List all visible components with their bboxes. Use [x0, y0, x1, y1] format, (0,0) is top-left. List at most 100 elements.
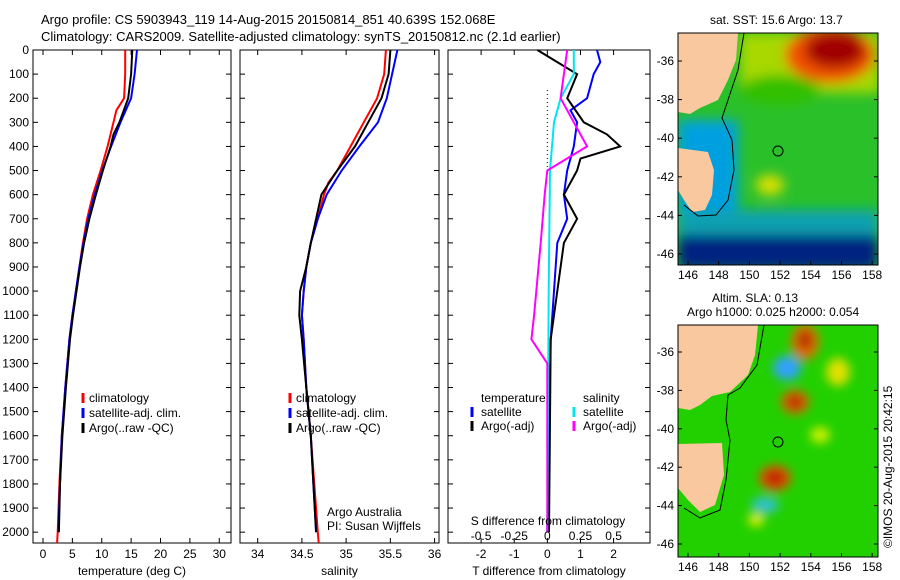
- coastline-contour: [683, 33, 745, 217]
- legend-label: satellite-adj. clim.: [89, 406, 181, 420]
- lat-tick-label: -40: [657, 131, 675, 145]
- legend-label: satellite: [481, 405, 522, 419]
- annotation: Argo Australia: [327, 505, 402, 519]
- y-tick-label: 0: [22, 43, 29, 57]
- sst-map-frame: [677, 32, 879, 266]
- y-tick-label: 100: [9, 67, 29, 81]
- x-tick-label: -2: [476, 547, 487, 561]
- lat-tick-label: -38: [657, 383, 675, 397]
- y-tick-label: 1700: [2, 453, 29, 467]
- lon-tick-label: 150: [739, 560, 759, 574]
- series-line-s-satellite: [546, 50, 575, 533]
- lon-tick-label: 152: [770, 268, 790, 282]
- lat-tick-label: -40: [657, 422, 675, 436]
- x-tick-label: 0: [544, 547, 551, 561]
- x-axis-label: temperature (deg C): [78, 564, 186, 578]
- x-tick-label: 35: [339, 547, 353, 561]
- legend-title-temperature: temperature: [481, 391, 546, 405]
- x-tick-label: 20: [154, 547, 168, 561]
- imos-credit: ©IMOS 20-Aug-2015 20:42:15: [881, 385, 895, 548]
- legend-label: satellite-adj. clim.: [296, 406, 388, 420]
- lon-tick-label: 152: [770, 560, 790, 574]
- sst-map-title: sat. SST: 15.6 Argo: 13.7: [710, 13, 843, 27]
- lon-tick-label: 146: [678, 268, 698, 282]
- title-line2: Climatology: CARS2009. Satellite-adjuste…: [41, 29, 561, 44]
- legend-title-salinity: salinity: [583, 391, 620, 405]
- y-tick-label: 300: [9, 115, 29, 129]
- sla-map-title2: Argo h1000: 0.025 h2000: 0.054: [687, 305, 860, 319]
- y-tick-label: 1100: [3, 308, 29, 322]
- lon-tick-label: 148: [709, 560, 729, 574]
- x-tick-label: 34.5: [290, 547, 314, 561]
- argo-position-marker: [772, 436, 784, 448]
- lat-tick-label: -38: [657, 93, 675, 107]
- australia-land: [678, 33, 738, 114]
- legend-label: climatology: [89, 391, 149, 405]
- lon-tick-label: 156: [831, 268, 851, 282]
- y-tick-label: 1200: [2, 332, 29, 346]
- lat-tick-label: -44: [657, 208, 675, 222]
- x-tick-label: -1: [509, 547, 520, 561]
- legend-label: Argo(-adj): [583, 419, 636, 433]
- x-tick-label: 30: [213, 547, 227, 561]
- title-line1: Argo profile: CS 5903943_119 14-Aug-2015…: [41, 12, 496, 27]
- y-tick-label: 700: [9, 212, 29, 226]
- x-axis-label: salinity: [321, 564, 358, 578]
- y-tick-label: 1900: [2, 501, 29, 515]
- x2-tick-label: -0.5: [471, 529, 492, 543]
- lon-tick-label: 148: [709, 268, 729, 282]
- sla-map-title1: Altim. SLA: 0.13: [712, 291, 799, 305]
- legend-label: Argo(..raw -QC): [296, 421, 381, 435]
- y-tick-label: 1000: [2, 284, 29, 298]
- x-tick-label: 36: [428, 547, 442, 561]
- lon-tick-label: 154: [801, 560, 821, 574]
- annotation: PI: Susan Wijffels: [327, 519, 421, 533]
- lat-tick-label: -44: [657, 499, 675, 513]
- sla-map-frame: [677, 324, 879, 558]
- y-tick-label: 1500: [2, 405, 29, 419]
- lat-tick-label: -36: [657, 54, 675, 68]
- tasmania-land: [678, 148, 714, 212]
- x-tick-label: 34: [251, 547, 265, 561]
- plot-frame-salinity: [239, 49, 440, 544]
- plot-frame-difference: [447, 49, 651, 544]
- tasmania-land: [678, 443, 724, 512]
- y-tick-label: 900: [9, 260, 29, 274]
- y-tick-label: 600: [9, 188, 29, 202]
- coastline-contour: [683, 325, 765, 519]
- legend-label: satellite: [583, 405, 624, 419]
- x2-axis-label: S difference from climatology: [471, 514, 626, 528]
- legend-label: climatology: [296, 391, 356, 405]
- lon-tick-label: 156: [831, 560, 851, 574]
- series-line-t-satellite: [546, 49, 602, 533]
- lat-tick-label: -42: [657, 170, 675, 184]
- x-tick-label: 25: [183, 547, 197, 561]
- legend-label: Argo(-adj): [481, 419, 534, 433]
- x2-tick-label: 0.25: [569, 529, 593, 543]
- lon-tick-label: 158: [862, 268, 882, 282]
- y-tick-label: 200: [9, 91, 29, 105]
- x-axis-label: T difference from climatology: [472, 564, 626, 578]
- x-tick-label: 35.5: [379, 547, 403, 561]
- y-tick-label: 1800: [2, 477, 29, 491]
- x-tick-label: 15: [124, 547, 138, 561]
- y-tick-label: 1300: [2, 356, 29, 370]
- x-tick-label: 10: [95, 547, 109, 561]
- y-tick-label: 500: [9, 164, 29, 178]
- y-tick-label: 400: [9, 139, 29, 153]
- lon-tick-label: 150: [739, 268, 759, 282]
- lat-tick-label: -46: [657, 247, 675, 261]
- series-line-argo-raw-qc-: [57, 49, 134, 533]
- series-line-argo-raw-qc-: [298, 49, 392, 533]
- series-line-t-argo-adj-: [536, 49, 623, 533]
- australia-land: [678, 325, 758, 410]
- lon-tick-label: 146: [678, 560, 698, 574]
- lon-tick-label: 154: [801, 268, 821, 282]
- y-tick-label: 800: [9, 236, 29, 250]
- lat-tick-label: -36: [657, 345, 675, 359]
- x2-tick-label: -0.25: [501, 529, 529, 543]
- lon-tick-label: 158: [862, 560, 882, 574]
